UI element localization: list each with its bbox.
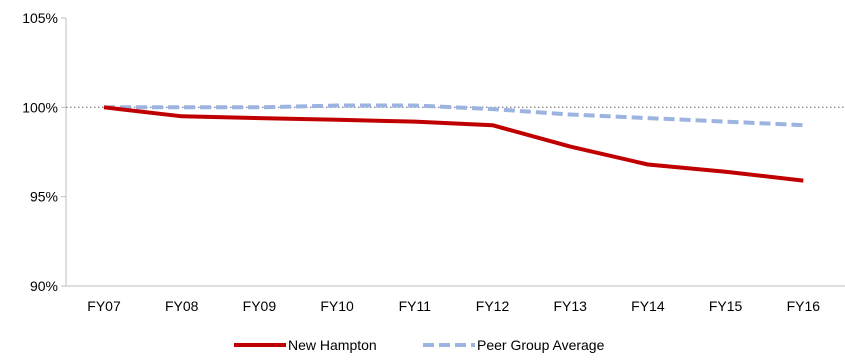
x-tick-label: FY15 [709, 298, 743, 314]
y-tick-label: 90% [30, 278, 58, 294]
x-tick-label: FY11 [399, 298, 432, 314]
legend: New Hampton Peer Group Average [234, 337, 605, 353]
axes [65, 18, 845, 287]
x-tick-label: FY14 [631, 298, 665, 314]
x-axis-ticks: FY07 FY08 FY09 FY10 FY11 FY12 FY13 FY14 FY15 FY16 [87, 298, 820, 314]
y-tick-label: 100% [22, 99, 58, 115]
x-tick-label: FY07 [87, 298, 121, 314]
y-tick-label: 105% [22, 10, 58, 26]
x-tick-label: FY16 [787, 298, 821, 314]
y-axis-ticks: 90% 95% 100% 105% [22, 10, 66, 294]
x-tick-label: FY09 [243, 298, 277, 314]
legend-label-new-hampton: New Hampton [288, 337, 377, 353]
x-tick-label: FY12 [476, 298, 510, 314]
x-tick-label: FY08 [165, 298, 199, 314]
series-line-peer-group-average [104, 103, 804, 128]
x-tick-label: FY13 [553, 298, 587, 314]
legend-label-peer-group-average: Peer Group Average [477, 337, 605, 353]
series-group [103, 103, 804, 183]
x-tick-label: FY10 [320, 298, 354, 314]
y-tick-label: 95% [30, 189, 58, 205]
series-line-new-hampton [103, 105, 804, 183]
